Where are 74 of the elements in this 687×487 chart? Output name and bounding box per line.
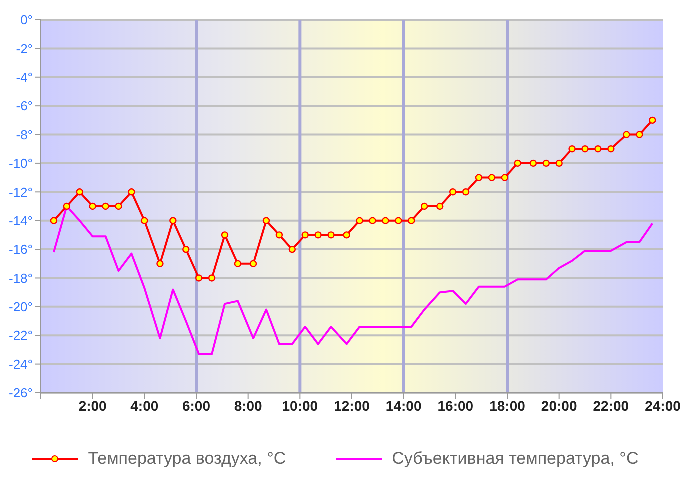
point [208,274,216,282]
point [369,217,376,224]
point [234,260,242,268]
point [276,232,284,239]
point [89,202,96,210]
x-tick-label: 4:00 [130,398,159,414]
point [328,232,335,239]
y-tick-label: -2° [16,41,33,56]
point [488,174,496,182]
point [582,146,589,153]
x-tick-label: 16:00 [438,398,474,414]
point [594,146,602,153]
point [115,202,122,210]
point [102,202,110,210]
point [608,146,615,153]
point [436,202,444,210]
point [623,131,630,138]
point [250,260,258,268]
y-tick-label: -6° [16,98,33,114]
y-tick-label: -24° [9,356,33,372]
y-tick-label: -10° [9,156,33,172]
y-tick-label: -14° [9,213,33,228]
y-tick-label: -20° [9,300,33,315]
point [63,202,71,210]
y-tick-label: -8° [16,127,33,142]
point [343,232,350,239]
point [556,160,563,168]
point [141,217,148,224]
point [170,217,177,224]
y-tick-label: -4° [16,70,33,85]
point [128,188,136,196]
point [302,232,309,239]
x-tick-label: 12:00 [334,398,370,414]
point [475,174,483,182]
point [449,188,457,196]
point [382,217,390,224]
x-tick-label: 6:00 [182,398,211,414]
point [501,174,509,182]
point [514,160,522,168]
point [221,232,229,239]
y-tick-label: -22° [9,328,33,344]
point [395,217,402,224]
point [262,217,270,224]
point [542,160,550,168]
x-tick-label: 24:00 [645,398,682,414]
point [408,217,416,224]
point [356,217,364,224]
point [195,274,203,282]
point [50,217,58,224]
x-tick-label: 2:00 [78,398,108,414]
legend-label: Субъективная температура, °C [392,449,639,469]
y-tick-label: -18° [9,270,33,286]
point [568,146,576,153]
point [182,246,190,254]
x-tick-label: 20:00 [541,398,578,414]
y-tick-label: -16° [9,242,33,258]
y-tick-label: 0° [20,12,33,28]
point [156,260,164,268]
point [649,116,656,124]
point [636,131,644,138]
x-tick-label: 10:00 [282,398,318,414]
x-tick-label: 22:00 [593,398,630,414]
point [420,202,428,210]
point [288,246,296,254]
x-tick-label: 8:00 [234,398,263,414]
x-tick-label: 14:00 [386,398,422,414]
point [76,188,84,196]
y-tick-label: -26° [9,386,33,401]
legend-label: Температура воздуха, °C [88,449,286,469]
point [314,232,322,239]
point [530,160,538,168]
x-tick-label: 18:00 [490,398,526,414]
point [462,188,470,196]
y-tick-label: -12° [9,184,33,200]
